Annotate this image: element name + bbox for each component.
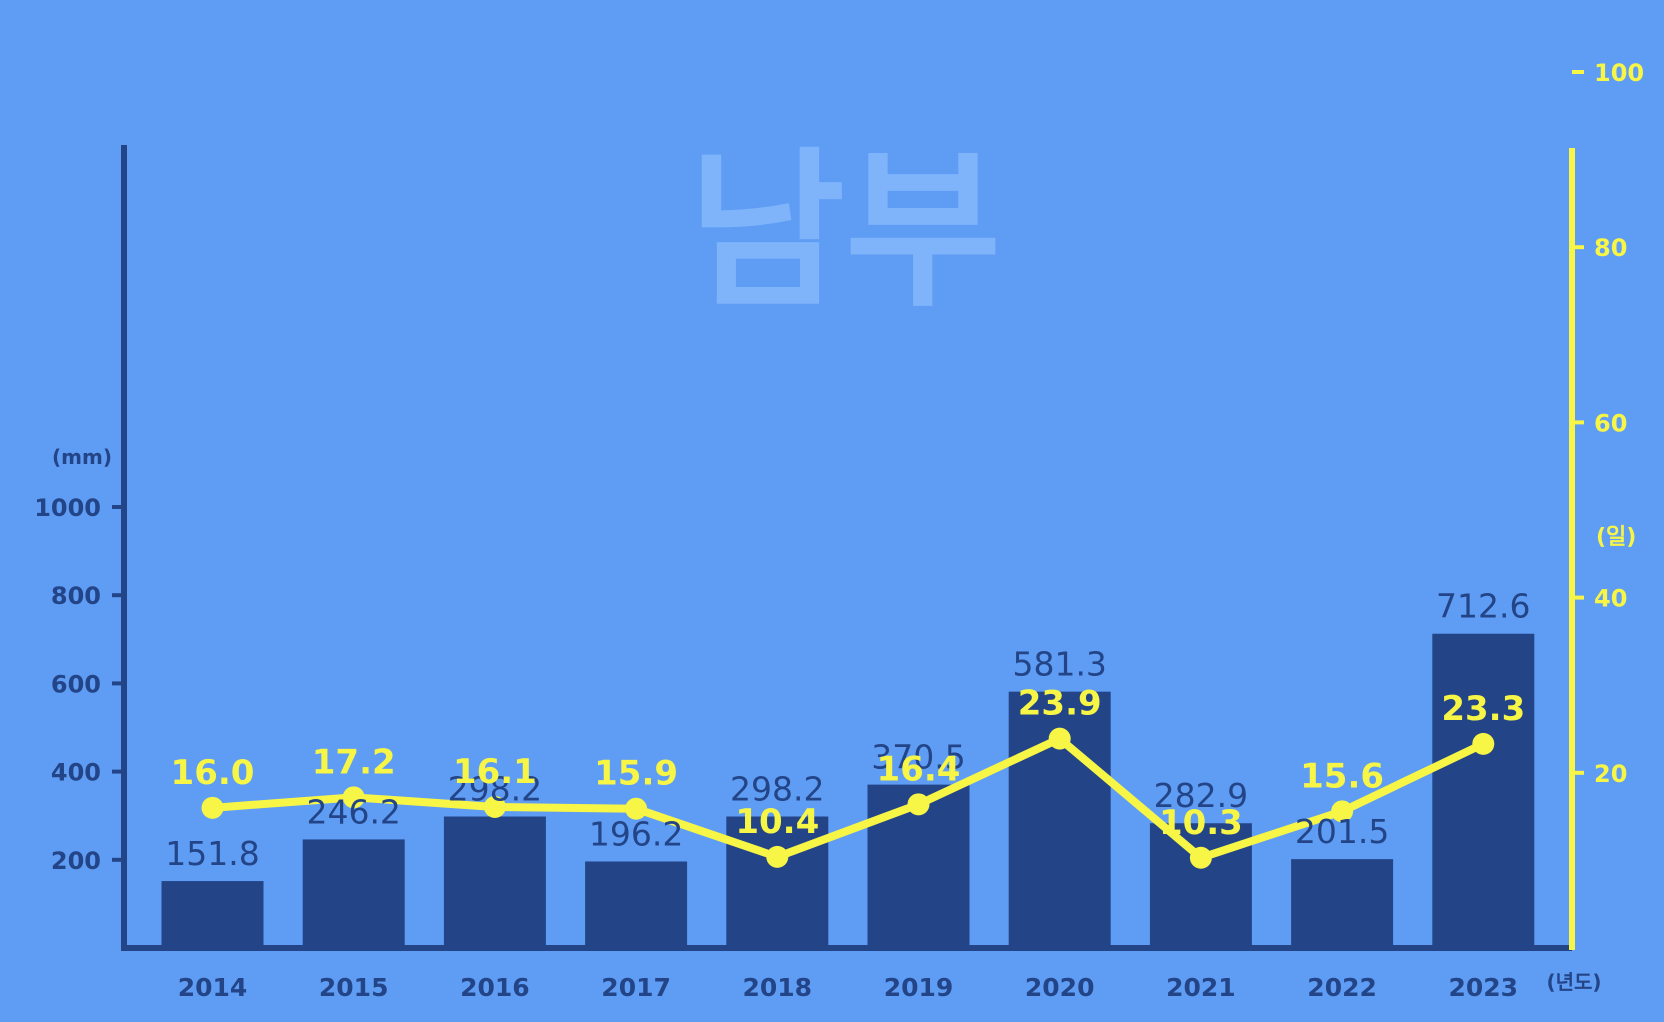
line-value-label-2015: 17.2 (312, 742, 396, 782)
line-value-label-2019: 16.4 (877, 749, 961, 789)
bar-value-label-2021: 282.9 (1154, 776, 1248, 815)
line-value-label-2014: 16.0 (171, 753, 255, 793)
line-value-label-2020: 23.9 (1018, 684, 1102, 724)
bar-2017 (585, 861, 688, 948)
x-tick-label-2014: 2014 (178, 973, 248, 1002)
x-tick-label-2020: 2020 (1025, 973, 1095, 1002)
line-point-2016 (483, 795, 506, 818)
bar-value-label-2017: 196.2 (589, 814, 683, 853)
line-point-2018 (766, 845, 789, 868)
line-value-label-2017: 15.9 (594, 754, 678, 794)
line-value-label-2016: 16.1 (453, 752, 537, 792)
left-tick-label-200: 200 (51, 847, 101, 875)
bar-value-label-2020: 581.3 (1012, 645, 1106, 684)
left-tick-label-400: 400 (51, 759, 101, 787)
right-tick-label-20: 20 (1594, 760, 1627, 788)
left-tick-label-800: 800 (51, 582, 101, 610)
x-tick-label-2016: 2016 (460, 973, 530, 1002)
bar-2014 (161, 881, 264, 948)
x-tick-label-2018: 2018 (743, 973, 813, 1002)
chart-title: 남부 (689, 133, 1002, 331)
bar-value-label-2018: 298.2 (730, 769, 824, 808)
line-value-label-2023: 23.3 (1441, 689, 1525, 729)
line-point-2017 (625, 797, 648, 820)
bar-2018 (726, 816, 829, 948)
bar-value-label-2014: 151.8 (165, 834, 259, 873)
bar-value-label-2019: 370.5 (871, 738, 965, 777)
right-axis-unit: (일) (1596, 525, 1636, 550)
bar-value-label-2022: 201.5 (1295, 812, 1389, 851)
line-point-2021 (1189, 846, 1212, 869)
bar-2015 (302, 839, 405, 948)
left-axis-unit: (mm) (52, 445, 112, 469)
bar-2016 (443, 816, 546, 948)
right-tick-label-80: 80 (1594, 234, 1627, 262)
line-point-2022 (1331, 800, 1354, 823)
bar-2023 (1432, 633, 1535, 948)
x-tick-label-2021: 2021 (1166, 973, 1236, 1002)
left-tick-label-600: 600 (51, 670, 101, 698)
left-tick-label-1000: 1000 (34, 494, 101, 522)
x-tick-label-2017: 2017 (601, 973, 671, 1002)
axes-layer (112, 70, 1584, 951)
line-point-2015 (342, 786, 365, 809)
x-tick-label-2015: 2015 (319, 973, 389, 1002)
x-tick-label-2019: 2019 (884, 973, 954, 1002)
bar-value-label-2016: 298.2 (448, 769, 542, 808)
x-tick-label-2022: 2022 (1307, 973, 1377, 1002)
line-point-2023 (1472, 732, 1495, 755)
line-series-path (212, 734, 1486, 862)
x-axis-unit: (년도) (1546, 970, 1601, 994)
line-layer (201, 727, 1495, 869)
line-value-label-2022: 15.6 (1300, 756, 1384, 796)
line-value-label-2021: 10.3 (1159, 803, 1243, 843)
right-tick-label-40: 40 (1594, 585, 1627, 613)
line-point-2014 (201, 796, 224, 819)
line-point-2019 (907, 793, 930, 816)
right-tick-label-60: 60 (1594, 409, 1627, 437)
right-tick-label-100: 100 (1594, 59, 1644, 87)
bar-value-label-2023: 712.6 (1436, 587, 1530, 626)
labels-layer: 151.8 2014 246.2 2015 298.2 2016 196.2 2017 298.… (34, 59, 1644, 1002)
bars-layer (161, 633, 1535, 948)
line-value-label-2018: 10.4 (735, 802, 819, 842)
x-tick-label-2023: 2023 (1449, 973, 1519, 1002)
line-point-2020 (1048, 727, 1071, 750)
bar-value-label-2015: 246.2 (306, 792, 400, 831)
bar-2022 (1291, 859, 1394, 948)
